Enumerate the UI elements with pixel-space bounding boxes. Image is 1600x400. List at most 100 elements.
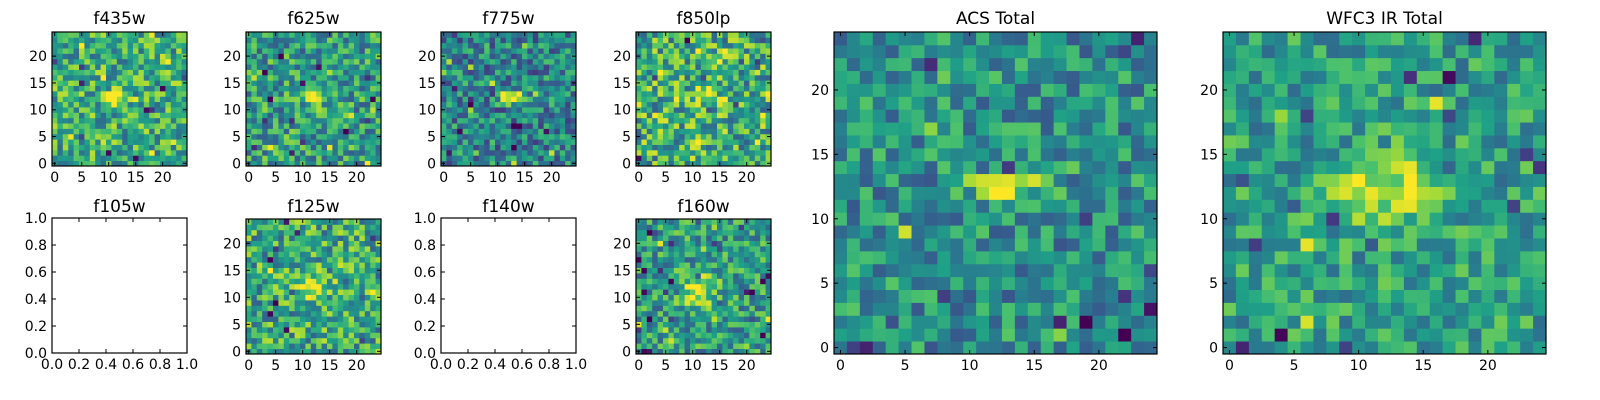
heatmap-cell: [278, 90, 285, 97]
heatmap-cell: [370, 85, 376, 92]
heatmap-cell: [375, 74, 382, 81]
heatmap-cell: [765, 332, 772, 339]
heatmap-cell: [657, 278, 664, 285]
heatmap-cell: [262, 262, 268, 268]
heatmap-cell: [457, 112, 463, 119]
heatmap-cell: [700, 80, 707, 86]
heatmap-cell: [143, 112, 150, 119]
heatmap-cell: [511, 48, 517, 54]
heatmap-cell: [754, 123, 761, 129]
heatmap-cell: [468, 144, 474, 151]
heatmap-cell: [706, 112, 712, 119]
heatmap-cell: [1533, 238, 1547, 252]
heatmap-cell: [559, 53, 566, 60]
heatmap-cell: [348, 229, 355, 236]
heatmap-cell: [73, 37, 80, 44]
heatmap-cell: [354, 273, 360, 279]
panel-title-f850lp: f850lp: [677, 9, 731, 29]
heatmap-cell: [73, 96, 80, 103]
heatmap-cell: [100, 32, 107, 38]
heatmap-cell: [273, 133, 279, 140]
heatmap-cell: [765, 64, 772, 70]
heatmap-cell: [744, 64, 750, 70]
heatmap-cell: [359, 80, 366, 86]
heatmap-cell: [1481, 302, 1495, 316]
heatmap-cell: [305, 321, 312, 328]
heatmap-cell: [765, 300, 772, 306]
heatmap-cell: [446, 133, 453, 140]
heatmap-cell: [1248, 199, 1263, 213]
panel-title-f625w: f625w: [287, 9, 339, 29]
heatmap-cell: [646, 321, 653, 328]
heatmap-cell: [733, 74, 739, 81]
heatmap-cell: [738, 246, 745, 252]
heatmap-cell: [289, 149, 295, 156]
heatmap-cell: [332, 332, 339, 339]
heatmap-cell: [872, 212, 887, 226]
heatmap-cell: [1223, 238, 1237, 252]
heatmap-cell: [950, 57, 964, 72]
heatmap-cell: [457, 74, 463, 81]
heatmap-cell: [289, 294, 295, 301]
heatmap-cell: [1442, 263, 1456, 278]
heatmap-cell: [321, 310, 328, 317]
heatmap-cell: [989, 135, 1003, 149]
heatmap-cell: [95, 101, 101, 108]
heatmap-cell: [549, 96, 555, 103]
heatmap-cell: [738, 224, 745, 231]
heatmap-cell: [273, 48, 279, 54]
heatmap-cell: [343, 101, 349, 108]
heatmap-cell: [859, 135, 874, 149]
heatmap-cell: [332, 123, 339, 129]
heatmap-cell: [181, 90, 188, 97]
heatmap-cell: [657, 96, 664, 103]
heatmap-cell: [846, 122, 861, 136]
heatmap-cell: [673, 58, 680, 65]
heatmap-cell: [348, 321, 355, 328]
heatmap-cell: [641, 251, 648, 258]
heatmap-cell: [706, 289, 712, 295]
heatmap-cell: [885, 173, 899, 187]
heatmap-cell: [1040, 109, 1055, 123]
heatmap-cell: [706, 300, 712, 306]
heatmap-cell: [679, 112, 685, 119]
heatmap-cell: [570, 58, 577, 65]
heatmap-cell: [1014, 238, 1029, 252]
heatmap-cell: [251, 53, 258, 60]
heatmap-cell: [641, 305, 648, 312]
heatmap-cell: [364, 294, 371, 301]
heatmap-cell: [176, 58, 182, 65]
heatmap-cell: [484, 107, 490, 113]
heatmap-cell: [364, 90, 371, 97]
heatmap-cell: [700, 343, 707, 349]
heatmap-cell: [700, 278, 707, 285]
heatmap-cell: [738, 155, 745, 162]
heatmap-cell: [446, 149, 453, 156]
heatmap-cell: [462, 133, 469, 140]
heatmap-cell: [343, 321, 349, 328]
heatmap-cell: [652, 294, 658, 301]
heatmap-cell: [684, 327, 691, 333]
heatmap-cell: [289, 160, 295, 167]
heatmap-cell: [262, 283, 268, 290]
heatmap-cell: [375, 101, 382, 108]
heatmap-cell: [1079, 32, 1093, 46]
heatmap-cell: [538, 42, 544, 49]
heatmap-cell: [62, 42, 69, 49]
heatmap-cell: [138, 117, 145, 124]
heatmap-cell: [143, 48, 150, 54]
y-tick-label: 15: [613, 76, 631, 92]
heatmap-cell: [760, 332, 766, 339]
heatmap-cell: [283, 229, 290, 236]
heatmap-cell: [457, 32, 463, 38]
heatmap-cell: [375, 332, 382, 339]
heatmap-cell: [1053, 173, 1067, 187]
heatmap-cell: [500, 128, 507, 135]
heatmap-cell: [267, 305, 274, 312]
heatmap-cell: [511, 139, 517, 145]
heatmap-cell: [516, 90, 523, 97]
heatmap-cell: [760, 300, 766, 306]
heatmap-cell: [278, 305, 285, 312]
heatmap-cell: [1287, 276, 1301, 290]
